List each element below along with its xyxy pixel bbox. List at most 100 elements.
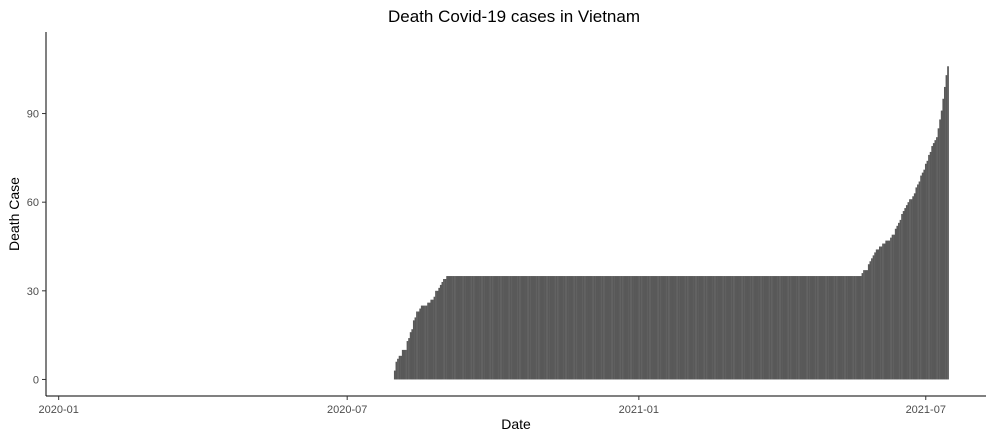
- bar: [812, 276, 815, 380]
- bar: [907, 202, 910, 380]
- bar: [626, 276, 629, 380]
- bar: [926, 160, 929, 380]
- bar: [844, 276, 846, 380]
- bar: [685, 276, 688, 380]
- bar: [814, 276, 816, 380]
- bar: [582, 276, 585, 380]
- bar: [853, 276, 856, 380]
- bar: [557, 276, 559, 380]
- bar: [755, 276, 758, 380]
- bar: [431, 299, 434, 380]
- bar: [788, 276, 791, 380]
- bar: [706, 276, 708, 380]
- bar: [571, 276, 574, 380]
- bar: [698, 276, 701, 380]
- bar: [909, 199, 911, 380]
- chart-title: Death Covid-19 cases in Vietnam: [388, 7, 640, 26]
- bar: [761, 276, 764, 380]
- bar: [538, 276, 540, 380]
- bar: [468, 276, 471, 380]
- bar: [620, 276, 623, 380]
- bar: [666, 276, 669, 380]
- bar: [787, 276, 789, 380]
- bar: [439, 284, 442, 380]
- bar: [848, 276, 851, 380]
- bar: [820, 276, 823, 380]
- bar: [723, 276, 726, 380]
- bar: [676, 276, 678, 380]
- bar: [550, 276, 553, 380]
- bar: [928, 154, 930, 380]
- bar: [549, 276, 552, 380]
- bar: [798, 276, 800, 380]
- bar: [839, 276, 842, 380]
- bar: [712, 276, 715, 380]
- bar: [745, 276, 748, 380]
- bar: [726, 276, 729, 380]
- bar: [457, 276, 460, 380]
- bar: [842, 276, 845, 380]
- bar: [409, 332, 412, 380]
- bar: [693, 276, 696, 380]
- bar: [929, 151, 932, 380]
- bar: [833, 276, 835, 380]
- bar: [446, 276, 448, 380]
- bar: [718, 276, 721, 380]
- bar: [438, 287, 441, 380]
- bar: [611, 276, 613, 380]
- bar: [912, 196, 915, 380]
- bar: [422, 305, 425, 380]
- bar: [539, 276, 542, 380]
- bar: [634, 276, 637, 380]
- bar: [679, 276, 682, 380]
- bar: [810, 276, 813, 380]
- bar: [880, 246, 883, 380]
- bar: [782, 276, 785, 380]
- bar: [644, 276, 647, 380]
- bar: [939, 119, 941, 380]
- bar: [514, 276, 517, 380]
- bar: [896, 225, 899, 380]
- bar: [403, 349, 406, 380]
- bar: [756, 276, 759, 380]
- bar: [859, 276, 862, 380]
- bar: [473, 276, 475, 380]
- bar: [660, 276, 662, 380]
- bar: [596, 276, 599, 380]
- bar: [725, 276, 727, 380]
- bar: [503, 276, 506, 380]
- bar: [737, 276, 740, 380]
- bar: [885, 240, 888, 380]
- bar: [920, 175, 922, 380]
- x-tick-label: 2020-07: [327, 404, 367, 416]
- bar: [642, 276, 645, 380]
- bar: [614, 276, 617, 380]
- x-axis-title: Date: [501, 416, 531, 432]
- bar: [414, 317, 417, 380]
- bar: [699, 276, 702, 380]
- bar: [863, 270, 865, 380]
- bar: [584, 276, 586, 380]
- bar: [580, 276, 583, 380]
- bar: [411, 329, 414, 380]
- bar: [680, 276, 683, 380]
- bar: [815, 276, 818, 380]
- bar: [522, 276, 525, 380]
- bar: [612, 276, 615, 380]
- bar: [501, 276, 504, 380]
- bar: [454, 276, 456, 380]
- bar: [879, 246, 881, 380]
- bar: [902, 211, 905, 380]
- bar: [495, 276, 498, 380]
- bar: [568, 276, 571, 380]
- y-axis-title: Death Case: [6, 177, 22, 251]
- bar: [845, 276, 848, 380]
- bar: [823, 276, 826, 380]
- bar: [490, 276, 493, 380]
- bar: [607, 276, 610, 380]
- bar: [775, 276, 778, 380]
- bar: [910, 199, 913, 380]
- bar: [682, 276, 685, 380]
- bar: [465, 276, 468, 380]
- bar: [603, 276, 605, 380]
